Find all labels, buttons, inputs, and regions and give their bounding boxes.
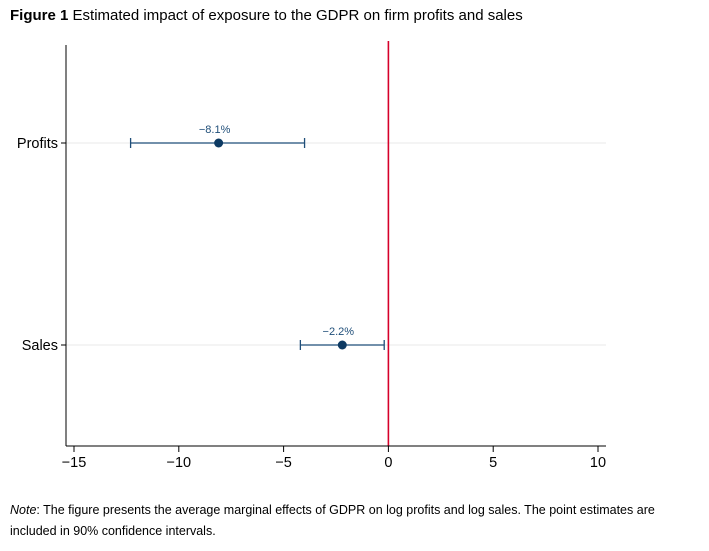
x-tick-label: 10 [590, 455, 606, 471]
data-label: −8.1% [199, 124, 231, 136]
x-tick-label: 0 [384, 455, 392, 471]
x-tick-label: −5 [275, 455, 292, 471]
figure-title-text: Estimated impact of exposure to the GDPR… [72, 7, 523, 24]
x-tick-label: −10 [166, 455, 191, 471]
grid-layer [66, 142, 606, 346]
note-label: Note [10, 503, 37, 517]
y-tick-label: Profits [17, 136, 58, 152]
x-tick-label: 5 [489, 455, 497, 471]
marks-layer: −8.1% −2.2% [129, 124, 385, 350]
figure-label: Figure 1 [10, 7, 69, 24]
y-tick-label: Sales [22, 338, 58, 354]
point-estimate [214, 138, 224, 148]
point-estimate [337, 340, 347, 350]
figure-title: Figure 1 Estimated impact of exposure to… [10, 7, 523, 24]
coefficient-chart: Profits Sales −15 −10 −5 0 5 10 −8.1% −2.2% [17, 41, 606, 471]
x-tick-label: −15 [62, 455, 87, 471]
figure-note: Note: The figure presents the average ma… [10, 500, 700, 542]
axis-layer: Profits Sales −15 −10 −5 0 5 10 [17, 45, 606, 471]
note-text: : The figure presents the average margin… [10, 503, 655, 538]
data-label: −2.2% [323, 326, 355, 338]
